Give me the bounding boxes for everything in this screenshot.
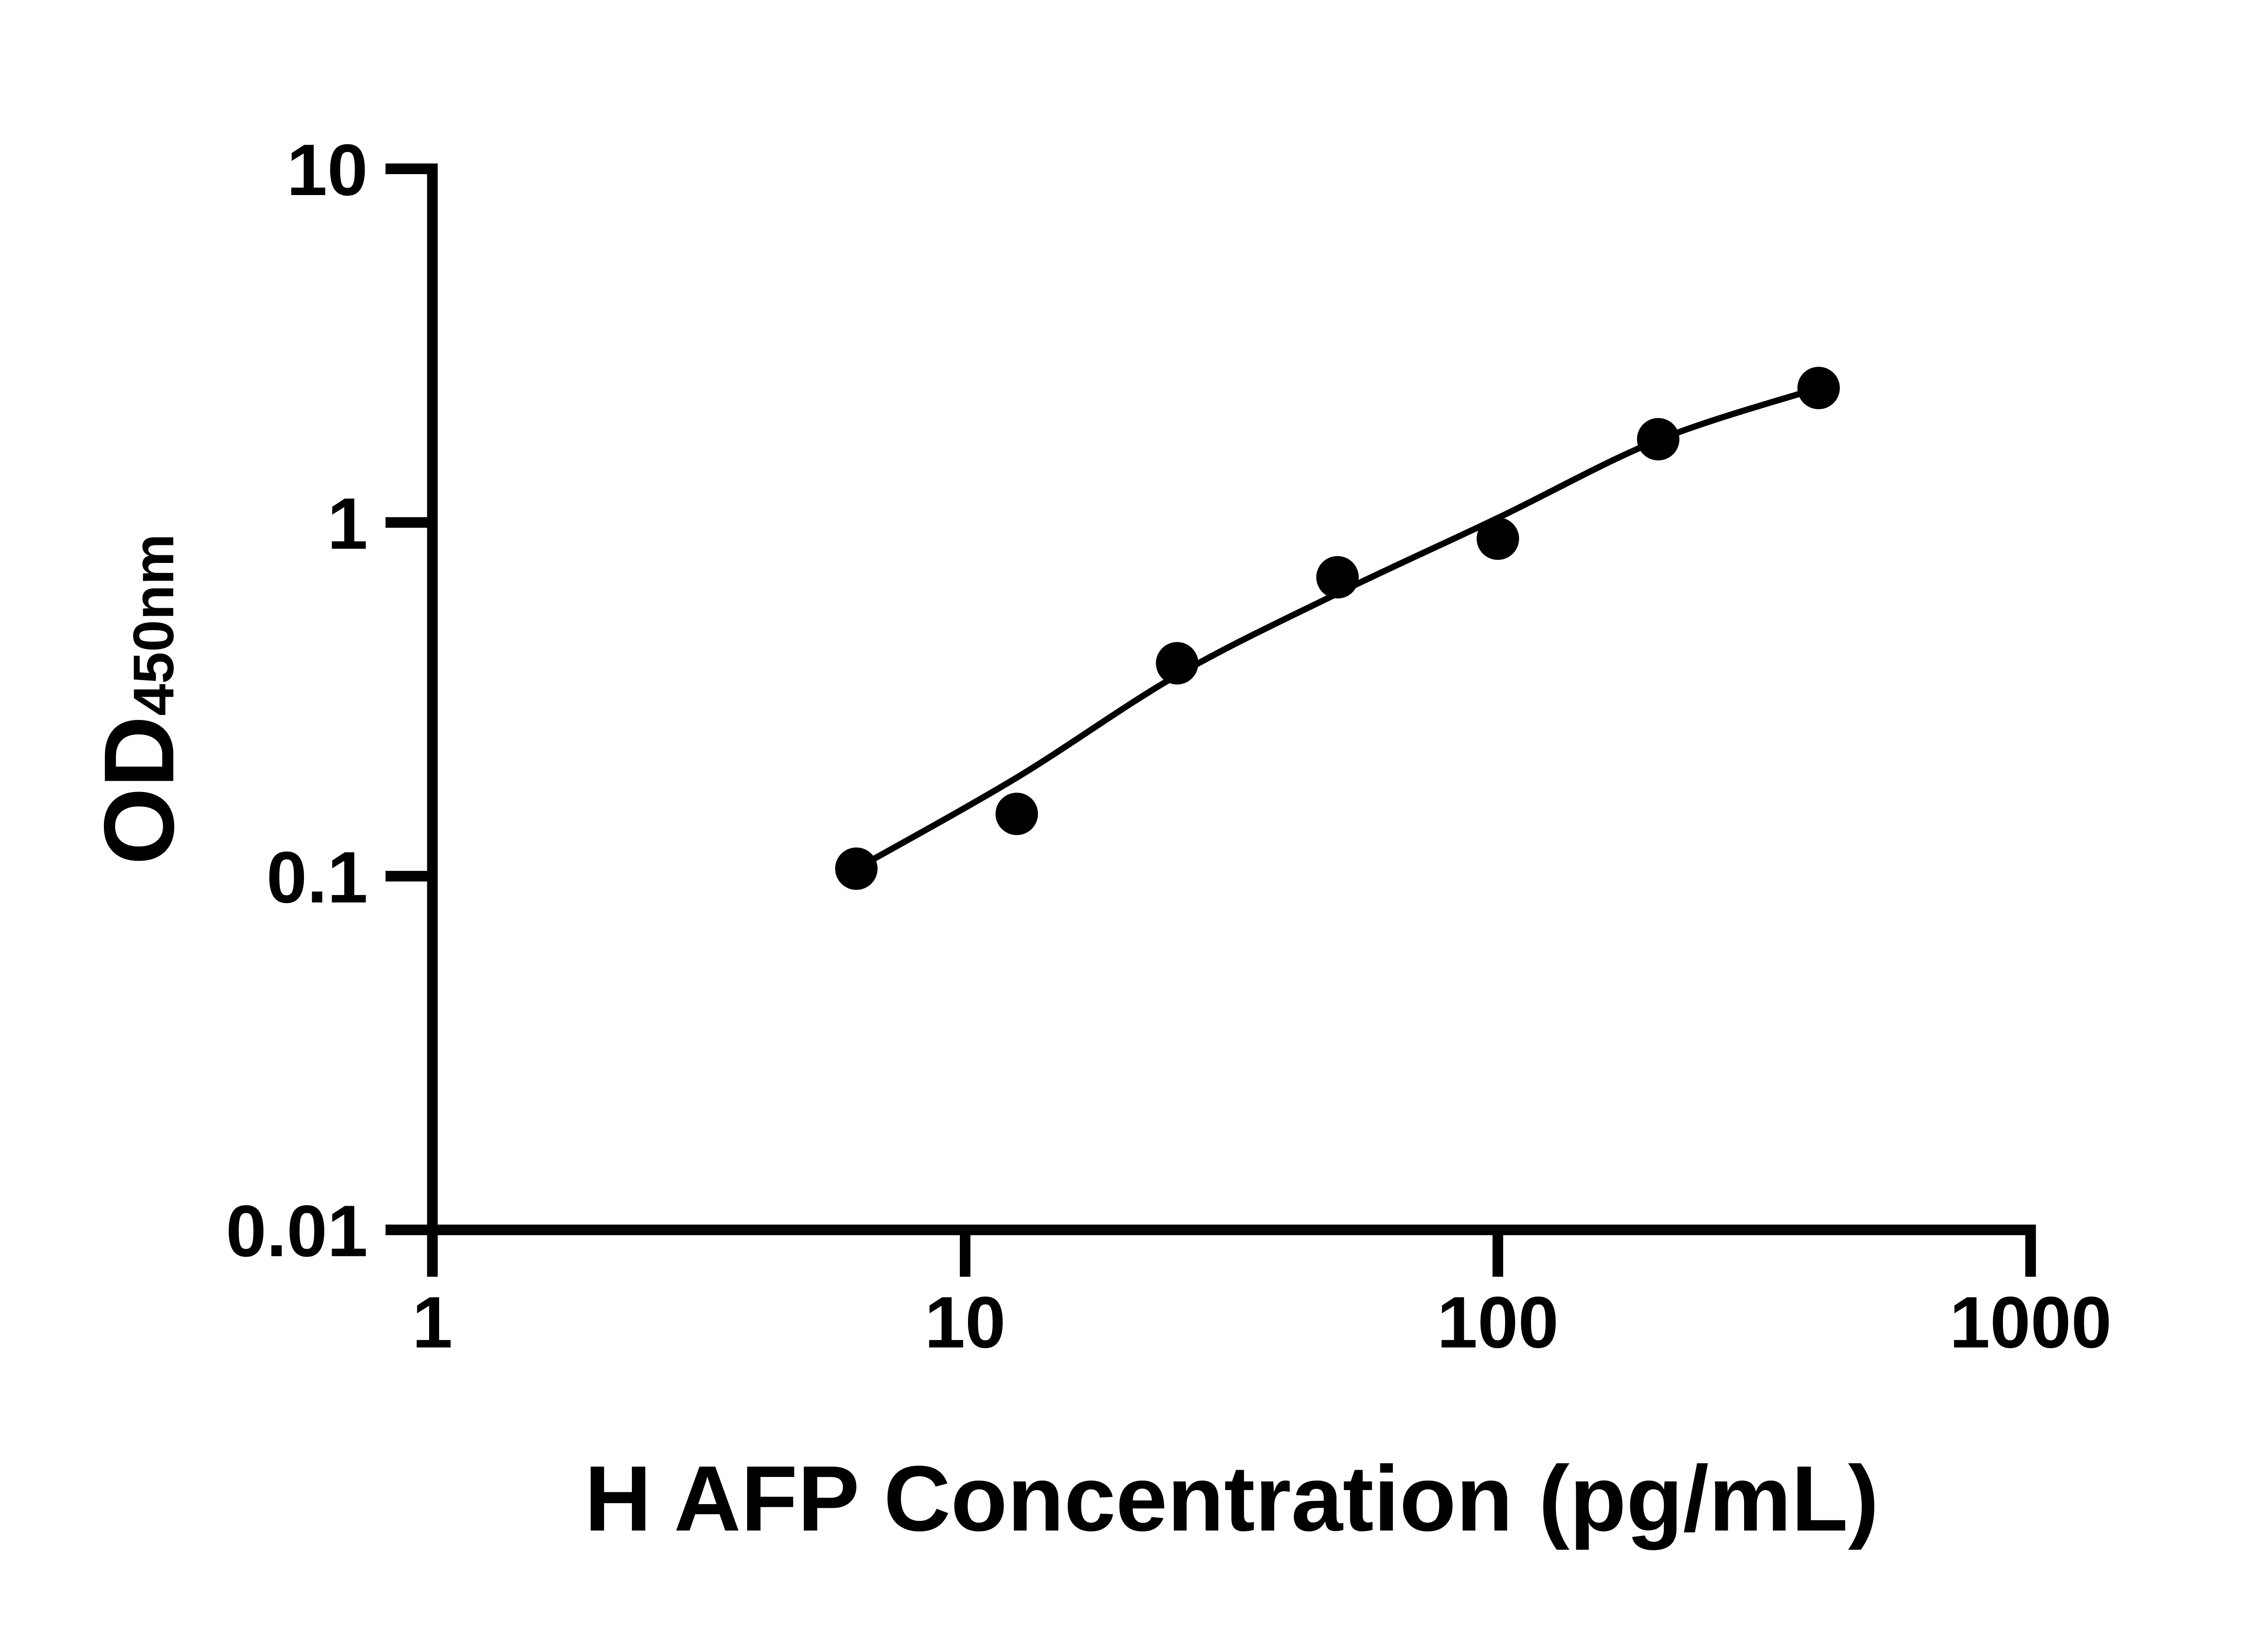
plot-area: 10 1 0.1 0.01 1 10 100 1000 [226, 129, 2112, 1364]
y-axis-title: OD450nm [83, 534, 195, 865]
x-tick-label: 100 [1437, 1282, 1559, 1364]
y-tick-label: 0.1 [266, 836, 368, 918]
data-point [835, 847, 878, 890]
data-point [1476, 517, 1519, 560]
y-tick-label: 0.01 [226, 1190, 368, 1272]
x-tick-label: 1 [412, 1282, 452, 1364]
x-axis-title: H AFP Concentration (pg/mL) [585, 1447, 1879, 1550]
y-tick-label: 1 [327, 483, 367, 565]
tick-marks [385, 163, 2036, 1277]
data-point [1637, 418, 1680, 461]
data-point [1156, 642, 1198, 684]
x-tick-label: 10 [924, 1282, 1006, 1364]
x-tick-label: 1000 [1950, 1282, 2112, 1364]
y-tick-label: 10 [287, 129, 368, 211]
axes [427, 163, 2036, 1275]
y-axis-title-subscript: 450nm [121, 534, 186, 716]
data-point [1797, 367, 1840, 410]
y-axis-title-main: OD [83, 716, 195, 865]
data-points [835, 367, 1840, 890]
tick-labels: 10 1 0.1 0.01 1 10 100 1000 [226, 129, 2112, 1364]
data-point [1316, 556, 1359, 599]
fit-curve [855, 385, 1820, 871]
data-point [995, 792, 1038, 836]
fit-curve-path [855, 385, 1820, 871]
